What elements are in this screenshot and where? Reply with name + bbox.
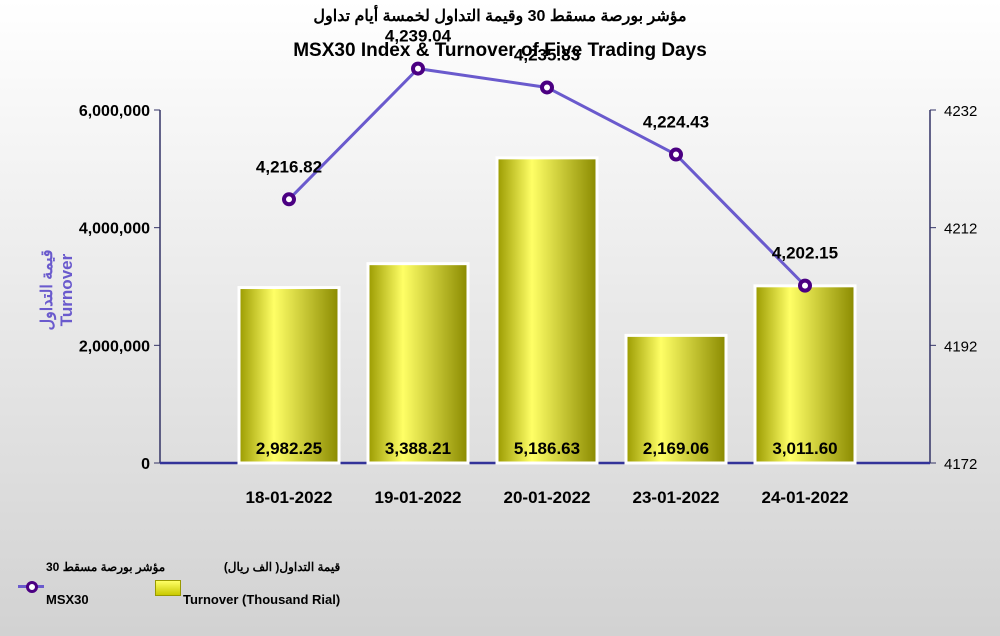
x-tick-label: 19-01-2022 [375, 488, 462, 507]
y-axis-label-arabic: قيمة التداول [39, 249, 57, 330]
legend-label: MSX30 [46, 592, 89, 607]
line-data-label: 4,224.43 [643, 113, 709, 132]
bar [624, 333, 728, 465]
chart-title-arabic: مؤشر بورصة مسقط 30 وقيمة التداول لخمسة أ… [313, 8, 687, 25]
y-right-tick-label: 4192 [944, 338, 977, 355]
legend-item-turnover: قيمة التداول( الف ريال) Turnover (Thousa… [155, 560, 340, 607]
y-right-tick-label: 4212 [944, 221, 977, 238]
chart-title: MSX30 Index & Turnover of Five Trading D… [293, 40, 707, 61]
marker-swatch [26, 581, 38, 593]
line-point [411, 61, 425, 76]
legend-label-arabic: مؤشر بورصة مسقط 30 [46, 560, 166, 574]
bar-data-label: 2,169.06 [643, 439, 709, 458]
bar-data-label: 3,011.60 [772, 439, 837, 458]
y-right-tick-label: 4172 [944, 456, 977, 473]
line-data-label: 4,216.82 [256, 157, 322, 176]
line-point [540, 80, 554, 95]
y-axis-label: Turnover [57, 253, 76, 326]
legend-label-arabic: قيمة التداول( الف ريال) [223, 560, 341, 574]
x-tick-label: 18-01-2022 [246, 488, 333, 507]
x-tick-label: 23-01-2022 [633, 488, 720, 507]
y-left-tick-label: 2,000,000 [79, 338, 150, 355]
legend-label: Turnover (Thousand Rial) [183, 592, 341, 607]
line-data-label: 4,239.04 [385, 27, 452, 46]
line-data-label: 4,202.15 [772, 244, 838, 263]
bar-data-label: 3,388.21 [385, 439, 451, 458]
y-left-tick-label: 4,000,000 [79, 221, 150, 238]
line-point [282, 192, 296, 207]
line-point [798, 278, 812, 293]
x-tick-label: 24-01-2022 [762, 488, 849, 507]
bar [753, 284, 857, 465]
legend-item-msx30: مؤشر بورصة مسقط 30 MSX30 [18, 560, 165, 607]
bar-data-label: 5,186.63 [514, 439, 580, 458]
line-point [669, 147, 683, 162]
x-tick-label: 20-01-2022 [504, 488, 591, 507]
bar-data-label: 2,982.25 [256, 439, 322, 458]
bar [366, 262, 470, 465]
bar-swatch [155, 580, 181, 596]
bar [495, 156, 599, 465]
y-left-tick-label: 6,000,000 [79, 103, 150, 120]
y-left-tick-label: 0 [141, 456, 150, 473]
line-data-label: 4,235.83 [514, 45, 580, 64]
bar [237, 286, 341, 465]
y-right-tick-label: 4232 [944, 103, 977, 120]
